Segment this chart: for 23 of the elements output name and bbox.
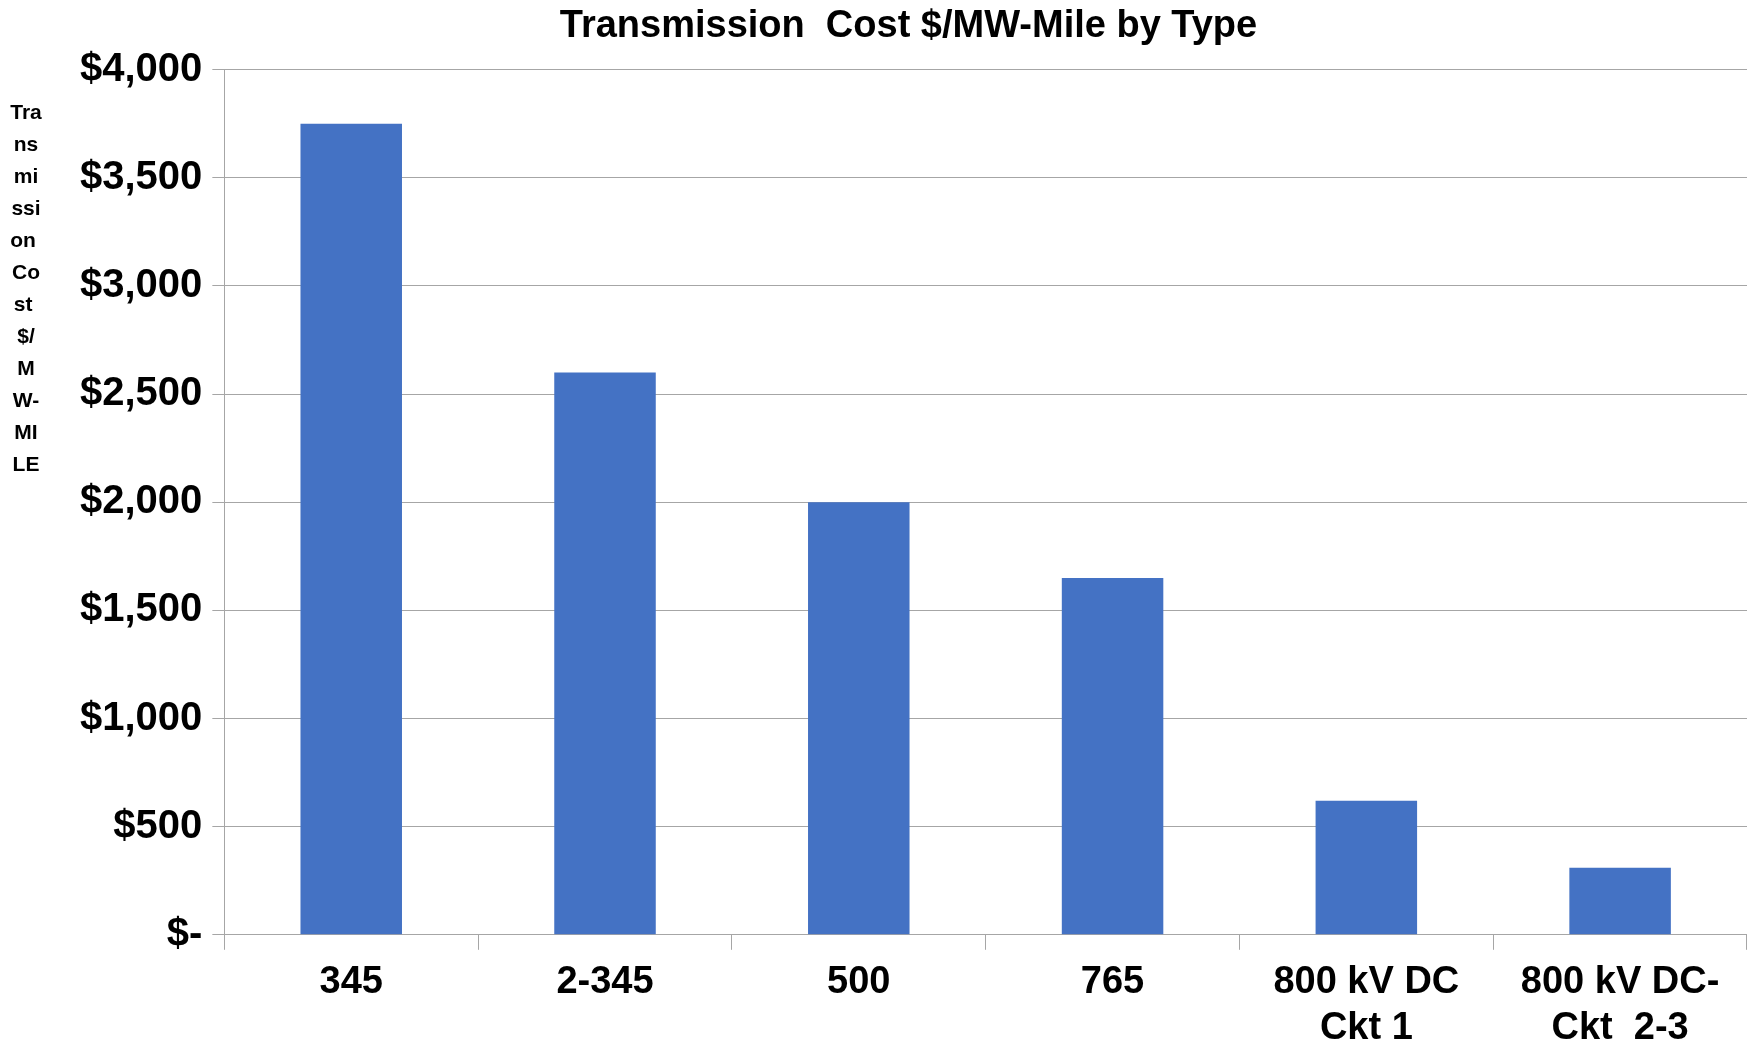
x-tick-label: 800 kV DC- Ckt 2-3 (1520, 959, 1720, 1047)
text: Transmission Cost $/MW-MILE (10, 100, 42, 475)
x-tick-label: 2-345 (556, 959, 654, 1002)
x-tick-label: 765 (1080, 959, 1145, 1002)
y-tick-label: $2,500 (80, 369, 203, 414)
y-tick-label: $1,000 (80, 693, 203, 738)
bar (1315, 800, 1418, 935)
y-tick-label: $3,500 (80, 152, 203, 197)
bar (300, 123, 402, 935)
bar (1061, 577, 1164, 935)
bar (554, 372, 656, 935)
x-tick-label: 345 (319, 959, 383, 1002)
bar (808, 502, 910, 935)
y-tick-label: $2,000 (80, 477, 203, 522)
y-tick-label: $500 (113, 801, 203, 846)
y-tick-label: $1,500 (80, 585, 203, 630)
y-tick-label: $4,000 (80, 44, 203, 89)
y-tick-label: $- (166, 909, 203, 954)
y-tick-label: $3,000 (80, 260, 203, 305)
chart-title: Transmission Cost $/MW-Mile by Type (559, 3, 1258, 46)
x-tick-label: 800 kV DC Ckt 1 (1273, 959, 1460, 1047)
bar (1569, 867, 1671, 935)
x-tick-label: 500 (827, 959, 891, 1002)
